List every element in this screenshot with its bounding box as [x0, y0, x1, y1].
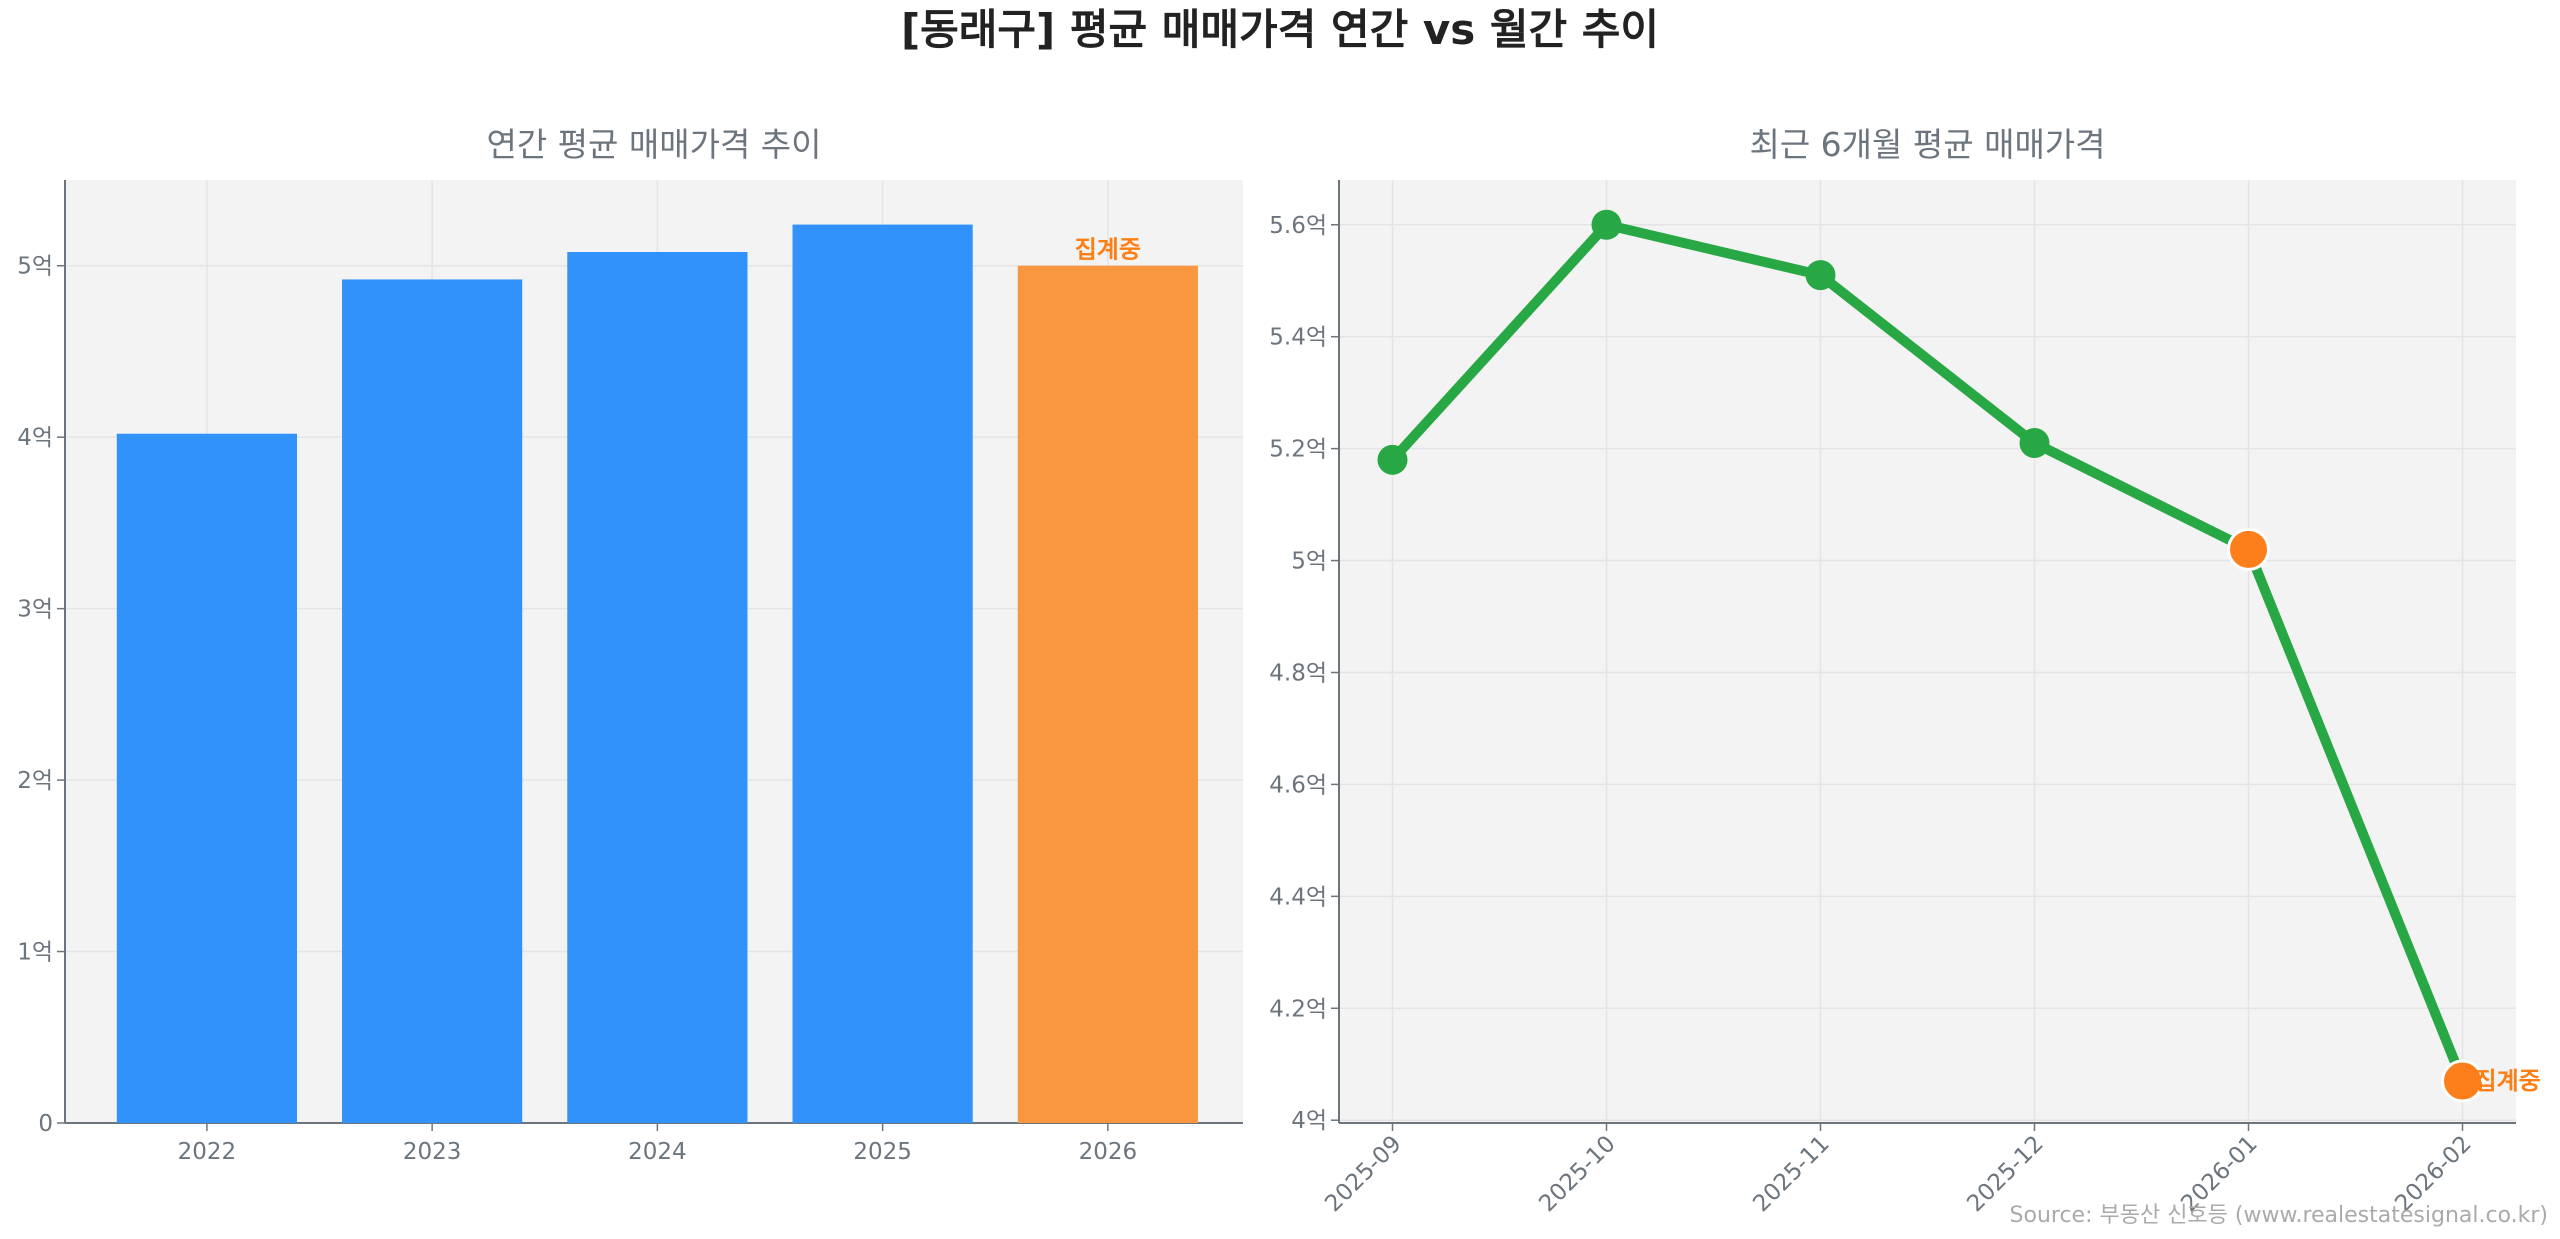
x-tick-label: 2025-11	[1748, 1131, 1834, 1217]
x-tick-label: 2023	[403, 1139, 462, 1165]
bar-2022	[116, 433, 297, 1124]
y-tick-label: 4억	[1291, 1108, 1327, 1134]
pending-label: 집계중	[2475, 1067, 2541, 1095]
monthly-line-chart: 4억 4.2억 4.4억 4.6억 4.8억 5억 5.2억 5.4억 5.6억 최근 6개월 평…	[1269, 125, 2541, 1217]
y-tick-label: 2억	[17, 768, 53, 794]
data-point	[1377, 444, 1408, 475]
bar-2023	[342, 279, 523, 1124]
data-point	[2019, 428, 2050, 459]
source-note: Source: 부동산 신호등 (www.realestatesignal.co…	[2010, 1203, 2548, 1228]
series-line	[1388, 219, 2468, 1083]
y-tick-label: 4.2억	[1269, 996, 1327, 1022]
y-tick-label: 4억	[17, 425, 53, 451]
x-tick-label: 2025-09	[1320, 1131, 1406, 1217]
y-tick-label: 5.4억	[1269, 325, 1327, 351]
y-tick-label: 0	[38, 1111, 53, 1137]
y-tick-label: 3억	[17, 597, 53, 623]
x-tick-label: 2025-10	[1534, 1131, 1620, 1217]
chart-title: 연간 평균 매매가격 추이	[486, 125, 821, 164]
bar-2026	[1017, 265, 1198, 1123]
y-tick-label: 1억	[17, 940, 53, 966]
x-tick-label: 2024	[628, 1139, 687, 1165]
x-tick-label: 2022	[178, 1139, 237, 1165]
y-tick-label: 4.8억	[1269, 660, 1327, 686]
figure-title: [동래구] 평균 매매가격 연간 vs 월간 추이	[901, 5, 1659, 54]
y-tick-label: 4.6억	[1269, 772, 1327, 798]
pending-label: 집계중	[1075, 236, 1141, 264]
x-tick-label: 2025	[853, 1139, 912, 1165]
bar-2025	[792, 224, 973, 1123]
y-tick-label: 5.6억	[1269, 213, 1327, 239]
y-tick-label: 5억	[1291, 549, 1327, 575]
annual-bar-chart: 0 1억 2억 3억 4억 5억 연간 평균 매매가격 추이 2022 2023 2024 2025…	[17, 125, 1243, 1165]
data-point	[1805, 260, 1836, 291]
data-point-pending	[2227, 527, 2270, 571]
y-tick-label: 5.2억	[1269, 437, 1327, 463]
data-point-pending	[2441, 1059, 2484, 1103]
y-tick-label: 5억	[17, 254, 53, 280]
y-tick-label: 4.4억	[1269, 884, 1327, 910]
bar-2024	[567, 252, 748, 1123]
x-tick-label: 2026	[1079, 1139, 1138, 1165]
data-point	[1591, 209, 1622, 240]
chart-title: 최근 6개월 평균 매매가격	[1749, 125, 2105, 164]
